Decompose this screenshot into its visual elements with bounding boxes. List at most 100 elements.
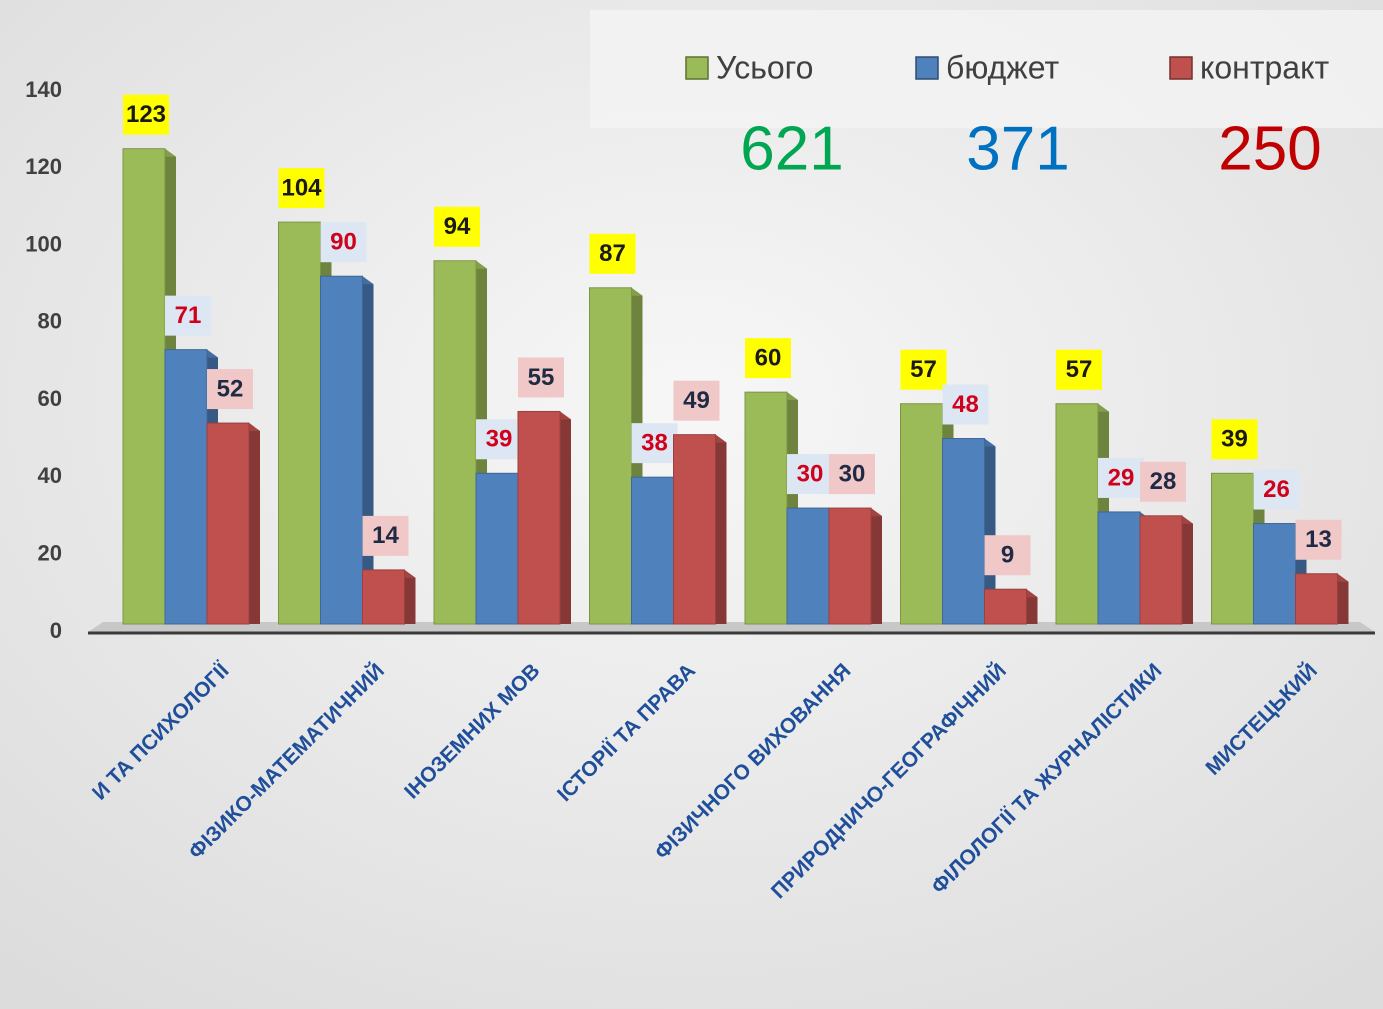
bar bbox=[122, 148, 166, 625]
value-label: 90 bbox=[330, 229, 357, 256]
legend-panel bbox=[590, 10, 1383, 128]
bar bbox=[1253, 523, 1296, 625]
bar bbox=[1055, 403, 1099, 625]
value-label-bg bbox=[278, 168, 325, 209]
value-label: 48 bbox=[952, 391, 979, 418]
value-label: 14 bbox=[372, 522, 399, 549]
value-label: 9 bbox=[1001, 542, 1014, 569]
legend-swatch bbox=[915, 56, 939, 80]
value-label-bg bbox=[1098, 457, 1144, 498]
legend-swatch bbox=[1169, 56, 1193, 80]
y-tick-label: 140 bbox=[25, 77, 62, 102]
value-label: 30 bbox=[797, 460, 824, 487]
value-label-bg bbox=[787, 454, 833, 495]
bar bbox=[984, 588, 1027, 625]
value-label-bg bbox=[631, 423, 678, 464]
value-label: 13 bbox=[1305, 526, 1332, 553]
value-label: 94 bbox=[444, 213, 471, 240]
bar bbox=[631, 476, 674, 625]
bar-side bbox=[249, 423, 260, 624]
value-label-bg bbox=[207, 369, 253, 410]
bar-side bbox=[871, 508, 882, 624]
value-label: 55 bbox=[528, 364, 555, 391]
total-annotation: 371 bbox=[966, 114, 1069, 183]
bar bbox=[206, 422, 250, 625]
bar-side bbox=[560, 411, 571, 624]
bar bbox=[1097, 511, 1141, 625]
value-label-bg bbox=[1056, 349, 1102, 390]
bar-side bbox=[715, 434, 727, 624]
value-label: 52 bbox=[217, 375, 244, 402]
value-label: 87 bbox=[599, 240, 626, 267]
bar-side bbox=[404, 569, 416, 624]
y-tick-label: 100 bbox=[25, 231, 62, 256]
value-label-bg bbox=[1253, 469, 1300, 510]
value-label-bg bbox=[518, 357, 564, 398]
floor bbox=[88, 622, 1375, 632]
value-label-bg bbox=[829, 454, 875, 495]
bar bbox=[433, 260, 477, 625]
bar-side bbox=[1026, 589, 1038, 624]
bar bbox=[1295, 573, 1338, 625]
value-label: 39 bbox=[1221, 426, 1248, 453]
value-label: 29 bbox=[1108, 464, 1135, 491]
value-label-bg bbox=[434, 206, 480, 247]
bar bbox=[786, 507, 830, 625]
y-tick-label: 20 bbox=[38, 541, 62, 566]
bar bbox=[673, 434, 716, 625]
value-label: 39 bbox=[486, 426, 513, 453]
y-tick-label: 60 bbox=[38, 386, 62, 411]
value-label-bg bbox=[745, 338, 791, 379]
value-label-bg bbox=[589, 233, 636, 274]
y-tick-label: 0 bbox=[50, 618, 62, 643]
value-label-bg bbox=[984, 535, 1031, 576]
value-label-bg bbox=[1140, 461, 1186, 502]
bar-side bbox=[984, 438, 996, 624]
bar bbox=[942, 438, 985, 625]
value-label-bg bbox=[900, 349, 947, 390]
bar bbox=[1139, 515, 1183, 625]
total-annotation: 621 bbox=[740, 114, 843, 183]
bar bbox=[589, 287, 632, 625]
value-label: 71 bbox=[175, 302, 202, 329]
legend-label: бюджет bbox=[946, 49, 1059, 85]
bar bbox=[517, 410, 561, 625]
legend-swatch bbox=[685, 56, 709, 80]
value-label: 104 bbox=[281, 174, 322, 201]
value-label: 57 bbox=[910, 356, 937, 383]
value-label: 57 bbox=[1066, 356, 1093, 383]
bar bbox=[320, 275, 363, 625]
legend-label: Усього bbox=[716, 49, 813, 85]
value-label: 60 bbox=[755, 344, 782, 371]
value-label: 26 bbox=[1263, 476, 1290, 503]
y-tick-label: 120 bbox=[25, 154, 62, 179]
bar-side bbox=[1182, 515, 1193, 624]
y-tick-label: 40 bbox=[38, 463, 62, 488]
value-label-bg bbox=[320, 222, 367, 263]
bar bbox=[278, 221, 321, 625]
bar bbox=[900, 403, 943, 625]
value-label-bg bbox=[123, 94, 169, 135]
bar bbox=[828, 507, 872, 625]
bar bbox=[1211, 472, 1254, 625]
legend-label: контракт bbox=[1200, 49, 1329, 85]
value-label-bg bbox=[942, 384, 989, 425]
value-label-bg bbox=[362, 515, 409, 556]
value-label-bg bbox=[673, 380, 720, 421]
total-annotation: 250 bbox=[1218, 114, 1321, 183]
bar-side bbox=[1337, 573, 1349, 624]
value-label: 49 bbox=[683, 387, 710, 414]
bar bbox=[475, 472, 519, 625]
value-label-bg bbox=[1211, 419, 1258, 460]
bar bbox=[164, 349, 208, 625]
value-label: 38 bbox=[641, 430, 668, 457]
value-label: 28 bbox=[1150, 468, 1177, 495]
value-label-bg bbox=[476, 419, 522, 460]
value-label-bg bbox=[1295, 519, 1342, 560]
bar bbox=[362, 569, 405, 625]
y-tick-label: 80 bbox=[38, 309, 62, 334]
bar bbox=[744, 391, 788, 625]
value-label: 30 bbox=[839, 460, 866, 487]
value-label: 123 bbox=[126, 101, 166, 128]
